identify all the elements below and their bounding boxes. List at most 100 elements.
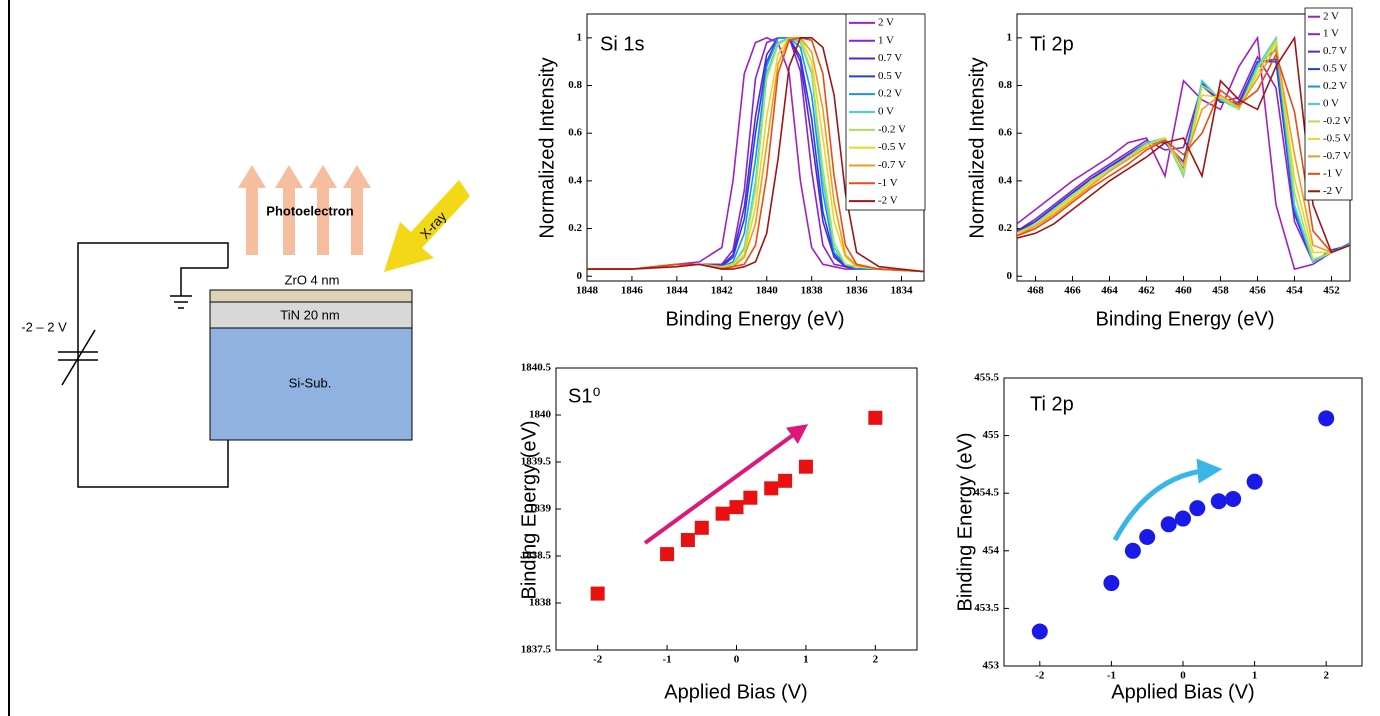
- zro-layer: [209, 289, 413, 303]
- trend-arrow: [643, 424, 809, 545]
- x-tick-label: -1: [662, 654, 671, 666]
- legend-label: -2 V: [878, 195, 898, 207]
- layer-label: Si-Sub.: [289, 375, 332, 390]
- x-tick-label: 0: [1180, 670, 1186, 682]
- schematic: [58, 242, 229, 488]
- legend-label: 0.5 V: [878, 70, 902, 82]
- photoelectron-arrows: [238, 165, 371, 255]
- y-axis-label: Binding Energy (eV): [518, 421, 540, 600]
- x-tick-label: -1: [1107, 670, 1116, 682]
- x-tick-label: 460: [1175, 285, 1192, 297]
- circuit-wire: [77, 242, 229, 488]
- legend-label: -2 V: [1323, 185, 1343, 197]
- point: [660, 547, 675, 562]
- legend-label: -0.5 V: [878, 141, 906, 153]
- point: [680, 533, 695, 548]
- y-tick-label: 1838: [529, 597, 552, 609]
- y-tick-label: 0.8: [998, 79, 1012, 91]
- y-tick-label: 0.6: [568, 127, 582, 139]
- y-axis-label: Normalized Intensity: [966, 57, 988, 238]
- point: [694, 520, 709, 535]
- y-tick-label: 0.4: [998, 174, 1012, 186]
- legend-label: 0.5 V: [1323, 63, 1347, 75]
- chart-title: S1⁰: [568, 385, 600, 407]
- point: [729, 500, 744, 515]
- legend-label: 2 V: [1323, 10, 1339, 22]
- tin-layer: [209, 301, 413, 329]
- point: [1124, 542, 1141, 559]
- y-tick-label: 454: [983, 544, 1000, 556]
- point: [1160, 516, 1177, 533]
- y-tick-label: 455.5: [974, 372, 999, 384]
- trend-arrow: [1112, 458, 1223, 542]
- series-line: [1017, 45, 1350, 254]
- y-tick-label: 1: [577, 31, 583, 43]
- x-tick-label: 1846: [621, 285, 644, 297]
- legend-label: -1 V: [878, 177, 898, 189]
- legend-label: -1 V: [1323, 167, 1343, 179]
- photoelectron-label: Photoelectron: [266, 203, 353, 218]
- x-tick-label: 462: [1138, 285, 1155, 297]
- y-tick-label: 453.5: [974, 602, 999, 614]
- y-tick-label: 455: [983, 429, 1000, 441]
- x-tick-label: -2: [1035, 670, 1045, 682]
- arrow: [238, 165, 266, 255]
- y-tick-label: 1840.5: [521, 362, 552, 374]
- y-tick-label: 0: [577, 270, 583, 282]
- x-tick-label: 466: [1064, 285, 1081, 297]
- series-line: [587, 37, 924, 273]
- legend-label: -0.7 V: [878, 159, 906, 171]
- point: [1189, 500, 1206, 517]
- legend-label: 0 V: [1323, 98, 1339, 110]
- arrow: [275, 165, 303, 255]
- x-tick-label: 1836: [846, 285, 869, 297]
- legend-label: 0.7 V: [878, 52, 902, 64]
- series-line: [1017, 35, 1350, 254]
- series-line: [1017, 37, 1350, 261]
- chart: -2 -1 0 1 2 453 453.5 454 454.5 455 455.5 Applied B…: [954, 372, 1363, 703]
- xray-arrow: [384, 180, 470, 272]
- chart-title: Ti 2p: [1030, 33, 1074, 55]
- point: [868, 410, 883, 425]
- legend-label: 1 V: [1323, 28, 1339, 40]
- series-line: [1017, 40, 1350, 254]
- legend-label: 1 V: [878, 34, 894, 46]
- point: [778, 473, 793, 488]
- x-tick-label: 1840: [756, 285, 779, 297]
- series-line: [1017, 55, 1350, 263]
- x-tick-label: 468: [1027, 285, 1044, 297]
- x-tick-label: 1842: [711, 285, 734, 297]
- x-tick-label: 456: [1249, 285, 1266, 297]
- y-tick-label: 1838.5: [521, 550, 552, 562]
- point: [1103, 575, 1120, 592]
- y-tick-label: 1839: [529, 503, 552, 515]
- x-tick-label: 464: [1101, 285, 1118, 297]
- point: [1318, 410, 1335, 427]
- layer-label: TiN 20 nm: [280, 307, 339, 322]
- si-substrate: [209, 327, 413, 441]
- x-tick-label: 454: [1286, 285, 1303, 297]
- legend-label: -0.2 V: [1323, 115, 1351, 127]
- y-axis-label: Binding Energy (eV): [954, 433, 976, 612]
- series-line: [1017, 35, 1350, 271]
- x-tick-label: 1844: [666, 285, 689, 297]
- point: [1031, 623, 1048, 640]
- legend-label: 0 V: [878, 106, 894, 118]
- legend-label: 0.2 V: [878, 88, 902, 100]
- y-axis-label: Normalized Intensity: [536, 57, 558, 238]
- y-tick-label: 454.5: [974, 487, 999, 499]
- x-tick-label: 458: [1212, 285, 1229, 297]
- y-tick-label: 453: [983, 660, 1000, 672]
- chart-title: Si 1s: [600, 33, 644, 55]
- chart-title: Ti 2p: [1030, 393, 1074, 415]
- x-axis-label: Binding Energy (eV): [1096, 308, 1275, 330]
- layer-label: ZrO 4 nm: [285, 272, 340, 287]
- point: [764, 481, 779, 496]
- x-tick-label: 1834: [891, 285, 914, 297]
- y-tick-label: 0.2: [998, 222, 1012, 234]
- point: [1210, 493, 1227, 510]
- arrow: [343, 165, 371, 255]
- y-tick-label: 0.2: [568, 222, 582, 234]
